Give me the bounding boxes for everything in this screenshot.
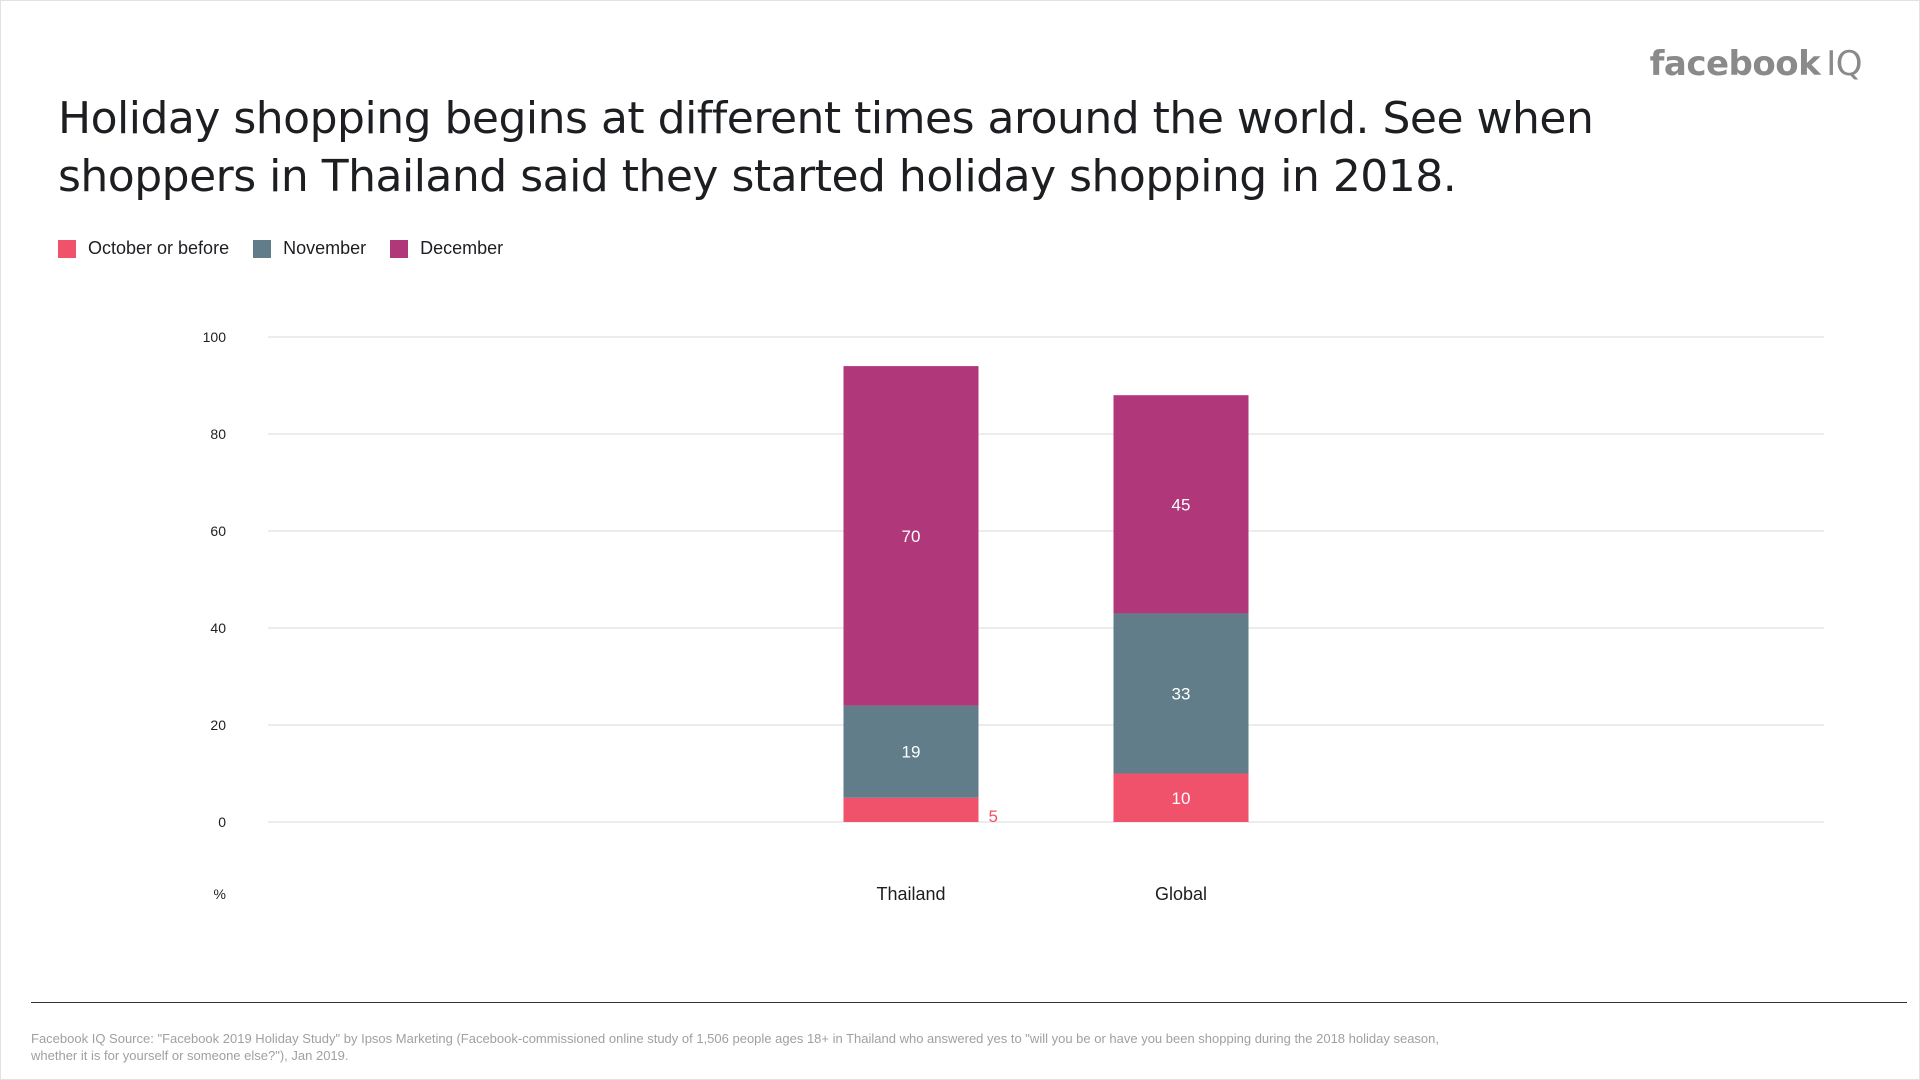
legend-swatch (390, 239, 409, 258)
bar-segment (1113, 773, 1249, 822)
legend: October or before November December (58, 238, 527, 259)
brand-suffix: IQ (1826, 44, 1862, 84)
footer-divider (31, 1002, 1907, 1003)
data-label: 70 (902, 527, 921, 546)
y-axis-unit-label: % (214, 886, 226, 902)
data-label: 45 (1172, 495, 1191, 514)
legend-item-december: December (390, 238, 503, 259)
bar-segment (843, 705, 979, 798)
legend-label: December (420, 238, 504, 258)
stacked-bar-chart: 0 20 40 60 80 100% 5 19 70 Thailand 10 33 45 Global (203, 329, 1824, 904)
bar-segment (843, 366, 979, 706)
data-label: 5 (989, 807, 998, 826)
x-category-label: Thailand (876, 884, 945, 904)
y-tick-label: 40 (210, 620, 226, 636)
data-label: 33 (1172, 684, 1191, 703)
legend-label: November (283, 238, 367, 258)
data-label: 10 (1172, 789, 1191, 808)
source-note: Facebook IQ Source: "Facebook 2019 Holid… (31, 1031, 1439, 1063)
y-tick-label: 20 (210, 717, 226, 733)
y-tick-label: 80 (210, 426, 226, 442)
bar-segment (1113, 395, 1249, 614)
y-tick-label: 0 (218, 814, 226, 830)
legend-item-october: October or before (58, 238, 229, 259)
x-category-label: Global (1155, 884, 1207, 904)
y-tick-label: 100 (203, 329, 227, 345)
legend-swatch (253, 239, 272, 258)
bar-segment (1113, 613, 1249, 774)
legend-swatch (58, 239, 76, 258)
chart-title: Holiday shopping begins at different tim… (58, 93, 1594, 202)
data-label: 19 (902, 743, 921, 762)
facebook-iq-logo: facebook IQ (1649, 44, 1863, 84)
brand-name: facebook (1649, 44, 1821, 84)
legend-label: October or before (88, 238, 230, 258)
y-tick-label: 60 (210, 523, 226, 539)
legend-item-november: November (253, 238, 366, 259)
bar-segment (843, 797, 979, 822)
